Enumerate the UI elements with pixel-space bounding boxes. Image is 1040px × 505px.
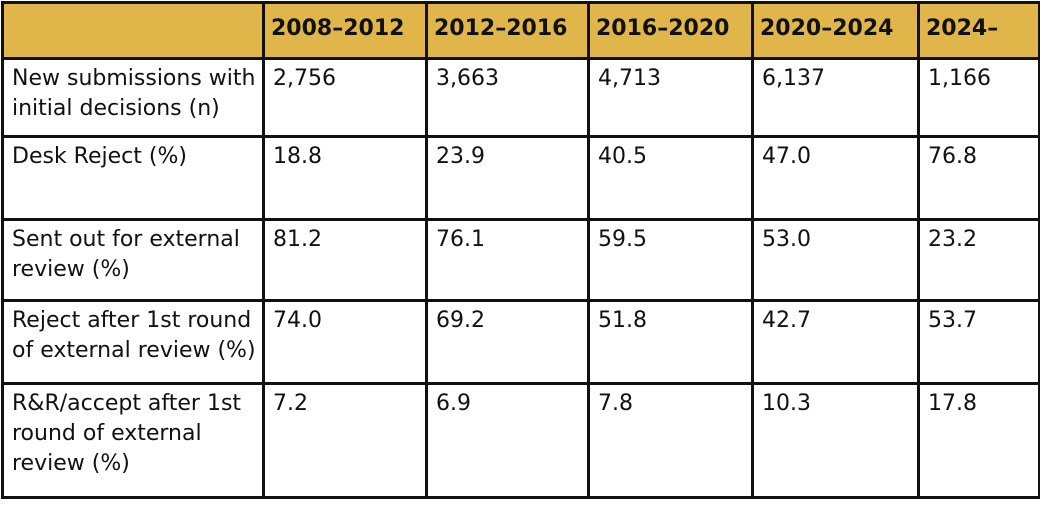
table-cell: 17.8 bbox=[917, 382, 1040, 499]
table-cell: 10.3 bbox=[751, 382, 920, 499]
header-corner-cell bbox=[1, 1, 265, 60]
table-cell: 18.8 bbox=[262, 135, 428, 221]
table-row: Reject after 1st round of external revie… bbox=[1, 299, 1040, 385]
table-cell: 47.0 bbox=[751, 135, 920, 221]
table-cell: 23.9 bbox=[425, 135, 590, 221]
header-period-2008-2012: 2008–2012 bbox=[262, 1, 428, 60]
table-cell: 3,663 bbox=[425, 57, 590, 138]
table-cell: 42.7 bbox=[751, 299, 920, 385]
row-label: New submissions with initial decisions (… bbox=[1, 57, 265, 138]
table-cell: 2,756 bbox=[262, 57, 428, 138]
table-row: New submissions with initial decisions (… bbox=[1, 57, 1040, 138]
table-row: Desk Reject (%) 18.8 23.9 40.5 47.0 76.8 bbox=[1, 135, 1040, 221]
table-cell: 53.7 bbox=[917, 299, 1040, 385]
table-cell: 6,137 bbox=[751, 57, 920, 138]
row-label: Sent out for external review (%) bbox=[1, 218, 265, 302]
table-cell: 53.0 bbox=[751, 218, 920, 302]
row-label: Desk Reject (%) bbox=[1, 135, 265, 221]
table-cell: 23.2 bbox=[917, 218, 1040, 302]
table-cell: 81.2 bbox=[262, 218, 428, 302]
table-cell: 51.8 bbox=[587, 299, 754, 385]
table-cell: 69.2 bbox=[425, 299, 590, 385]
table-row: R&R/accept after 1st round of external r… bbox=[1, 382, 1040, 499]
table-cell: 74.0 bbox=[262, 299, 428, 385]
header-period-2016-2020: 2016–2020 bbox=[587, 1, 754, 60]
table-cell: 1,166 bbox=[917, 57, 1040, 138]
header-period-2024: 2024– bbox=[917, 1, 1040, 60]
table-row: Sent out for external review (%) 81.2 76… bbox=[1, 218, 1040, 302]
table-cell: 59.5 bbox=[587, 218, 754, 302]
table-cell: 6.9 bbox=[425, 382, 590, 499]
table-cell: 40.5 bbox=[587, 135, 754, 221]
table-cell: 7.2 bbox=[262, 382, 428, 499]
table-cell: 7.8 bbox=[587, 382, 754, 499]
header-period-2012-2016: 2012–2016 bbox=[425, 1, 590, 60]
row-label: R&R/accept after 1st round of external r… bbox=[1, 382, 265, 499]
table-cell: 76.1 bbox=[425, 218, 590, 302]
row-label: Reject after 1st round of external revie… bbox=[1, 299, 265, 385]
header-period-2020-2024: 2020–2024 bbox=[751, 1, 920, 60]
header-row: 2008–2012 2012–2016 2016–2020 2020–2024 … bbox=[1, 1, 1040, 60]
table-cell: 76.8 bbox=[917, 135, 1040, 221]
table-cell: 4,713 bbox=[587, 57, 754, 138]
